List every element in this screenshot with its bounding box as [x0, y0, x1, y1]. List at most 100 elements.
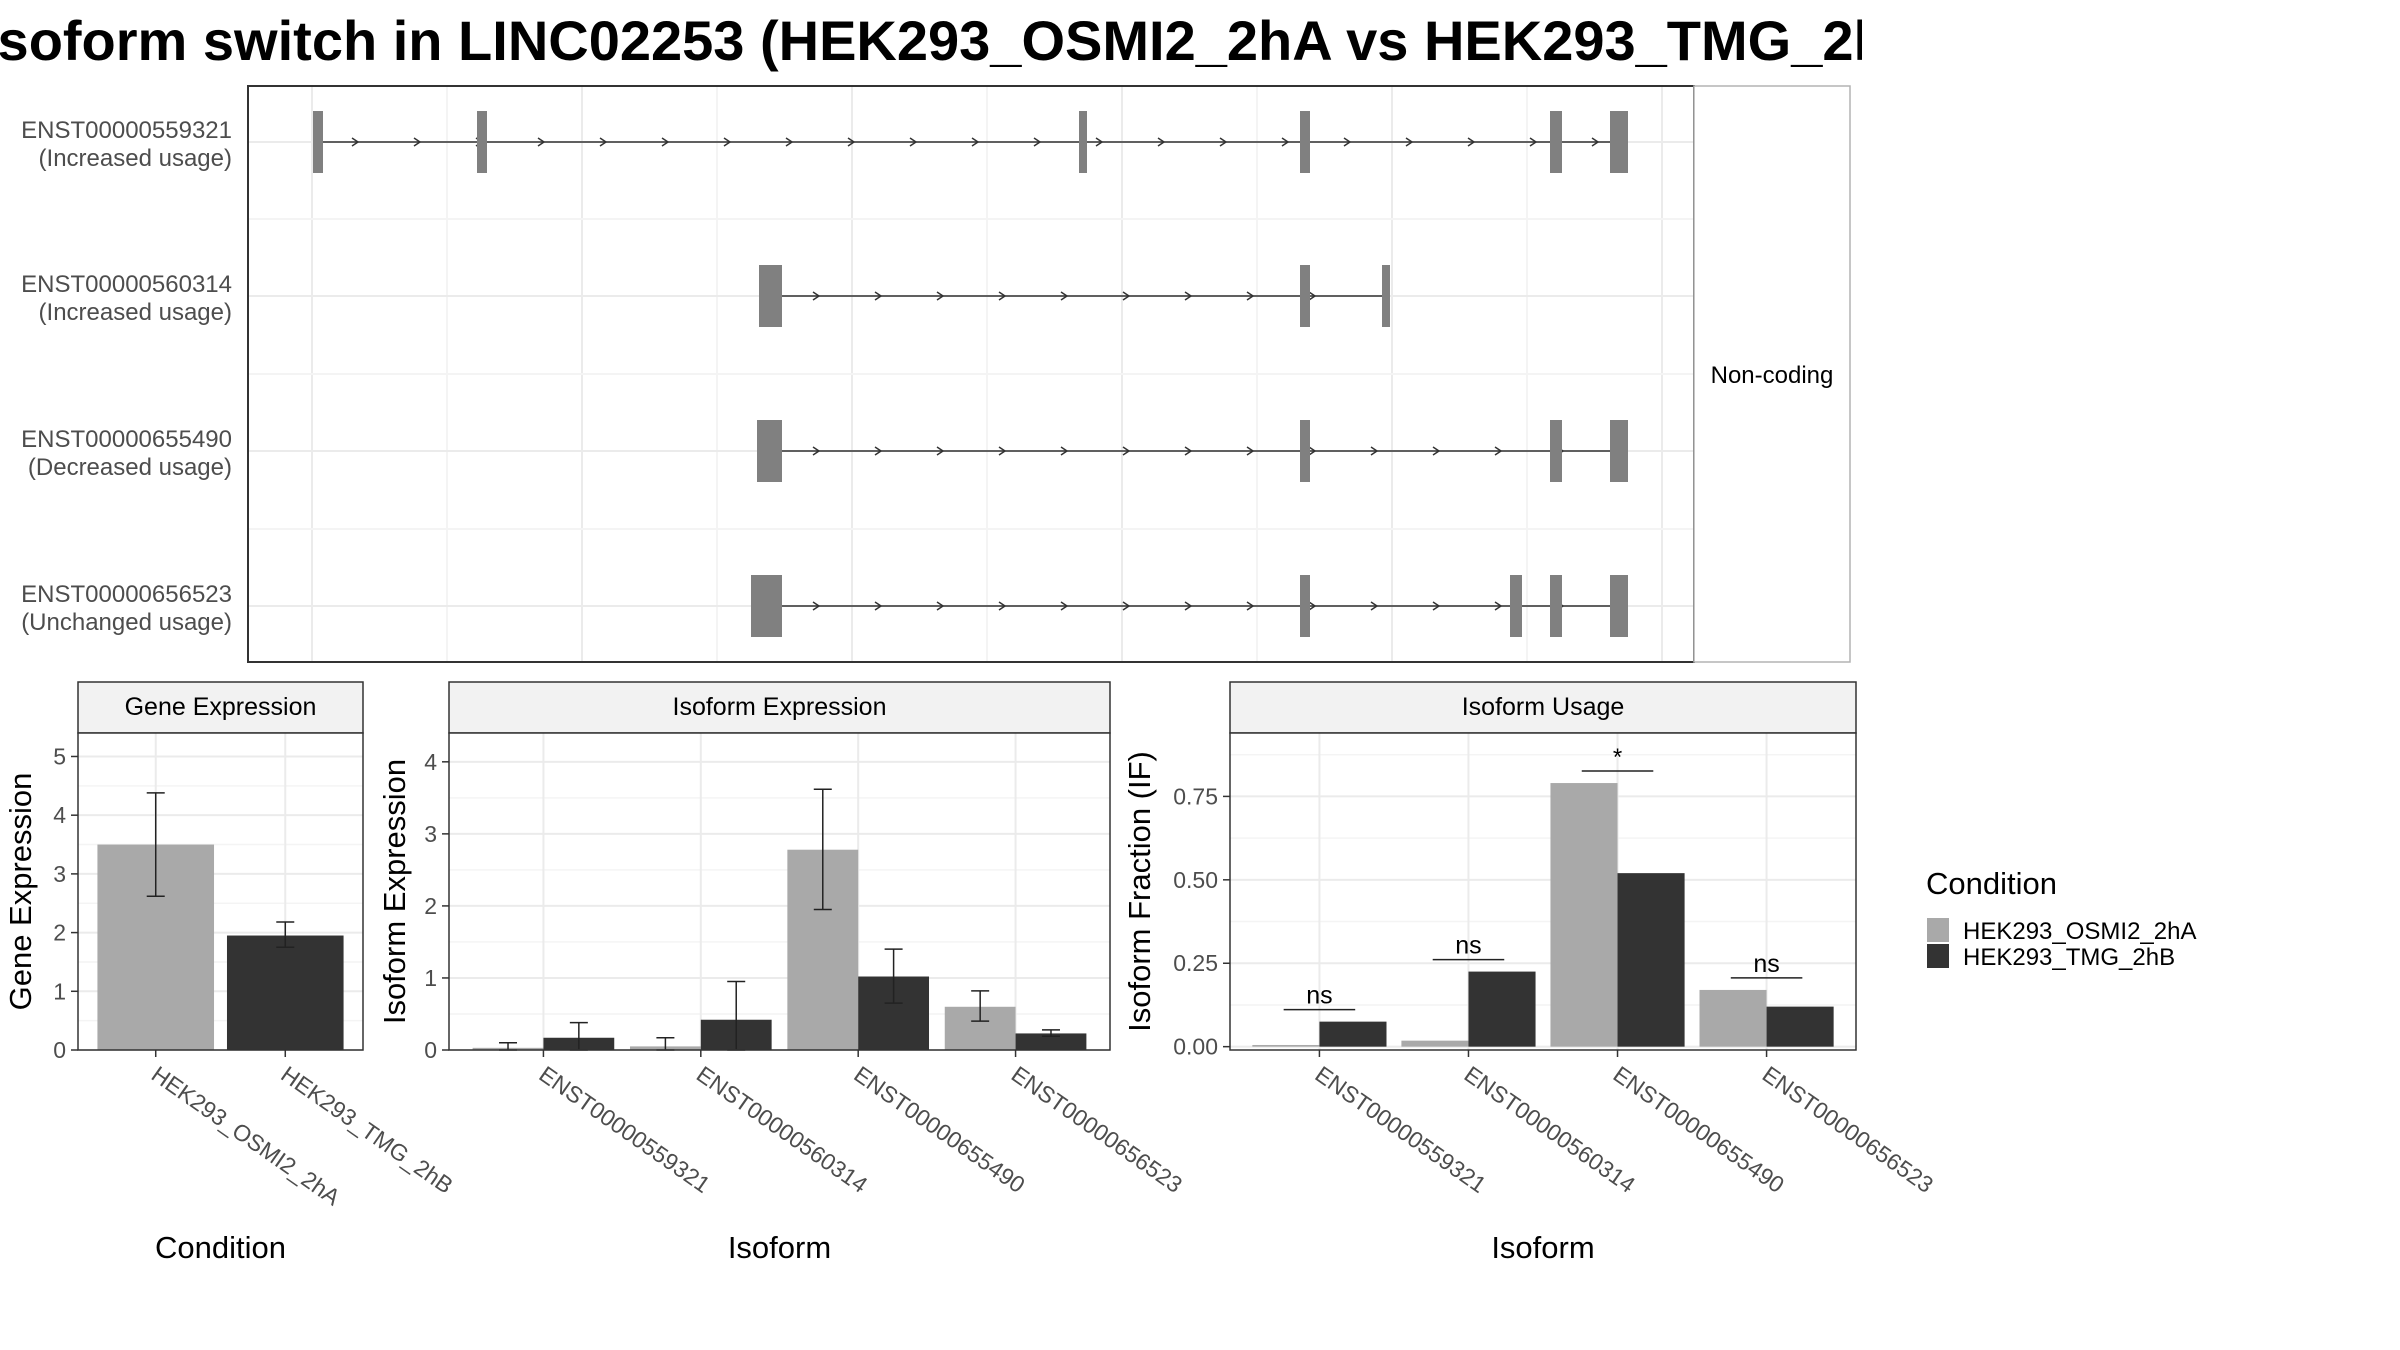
- y-tick-label: 0: [53, 1037, 66, 1063]
- panel-border: [77, 732, 364, 1051]
- intron-direction-arrow: [971, 137, 980, 147]
- intron-direction-arrow: [1122, 291, 1131, 301]
- y-tick-label: 1: [424, 965, 437, 991]
- isoform-row-label: ENST00000559321: [21, 117, 232, 144]
- intron-direction-arrow: [936, 291, 945, 301]
- y-tick-label: 0.25: [1173, 950, 1218, 976]
- exon-block: [759, 265, 782, 327]
- bar: [226, 935, 344, 1050]
- legend-label: HEK293_TMG_2hB: [1963, 944, 2175, 971]
- isoform-usage-label: (Increased usage): [39, 299, 232, 326]
- exon-block: [1610, 575, 1628, 637]
- intron-direction-arrow: [537, 137, 546, 147]
- exon-block: [1550, 111, 1562, 173]
- y-axis-title: Isoform Expression: [377, 759, 412, 1024]
- isoform-row-label: ENST00000656523: [21, 581, 232, 608]
- intron-direction-arrow: [1184, 601, 1193, 611]
- intron-direction-arrow: [1246, 446, 1255, 456]
- exon-block: [757, 420, 782, 482]
- exon-block: [1550, 575, 1562, 637]
- intron-direction-arrow: [1033, 137, 1042, 147]
- panel-border: [1229, 732, 1857, 1051]
- intron-direction-arrow: [1308, 446, 1317, 456]
- intron-direction-arrow: [874, 601, 883, 611]
- panel-strip-title: Isoform Usage: [1462, 693, 1625, 721]
- intron-direction-arrow: [785, 137, 794, 147]
- y-tick-label: 0.50: [1173, 867, 1218, 893]
- bar: [1319, 1021, 1387, 1047]
- x-tick-label: ENST00000656523: [1007, 1061, 1187, 1198]
- intron-direction-arrow: [1529, 137, 1538, 147]
- exon-block: [1300, 111, 1310, 173]
- intron-direction-arrow: [1343, 137, 1352, 147]
- bar: [1015, 1033, 1087, 1050]
- y-tick-label: 0.75: [1173, 783, 1218, 809]
- intron-direction-arrow: [1122, 601, 1131, 611]
- intron-direction-arrow: [1494, 601, 1503, 611]
- bar: [1617, 873, 1685, 1047]
- intron-direction-arrow: [1281, 137, 1290, 147]
- intron-direction-arrow: [1219, 137, 1228, 147]
- intron-direction-arrow: [1184, 446, 1193, 456]
- exon-block: [1610, 420, 1628, 482]
- bar: [1252, 1044, 1320, 1047]
- intron-direction-arrow: [661, 137, 670, 147]
- intron-direction-arrow: [723, 137, 732, 147]
- intron-direction-arrow: [1308, 601, 1317, 611]
- intron-direction-arrow: [1122, 446, 1131, 456]
- intron-direction-arrow: [874, 446, 883, 456]
- isoform-usage-label: (Increased usage): [39, 145, 232, 172]
- legend-swatch: [1927, 918, 1949, 942]
- y-tick-label: 0: [424, 1037, 437, 1063]
- intron-direction-arrow: [812, 446, 821, 456]
- legend-label: HEK293_OSMI2_2hA: [1963, 918, 2196, 945]
- isoform-usage-label: (Decreased usage): [28, 454, 232, 481]
- exon-block: [751, 575, 782, 637]
- intron-direction-arrow: [599, 137, 608, 147]
- figure-title-text: Isoform switch in LINC02253 (HEK293_OSMI…: [0, 9, 1862, 72]
- intron-direction-arrow: [998, 601, 1007, 611]
- x-axis-title: Isoform: [728, 1230, 831, 1265]
- exon-block: [1300, 265, 1310, 327]
- intron-direction-arrow: [1432, 601, 1441, 611]
- intron-direction-arrow: [812, 291, 821, 301]
- x-axis-title: Condition: [155, 1230, 286, 1265]
- intron-direction-arrow: [1060, 601, 1069, 611]
- intron-direction-arrow: [909, 137, 918, 147]
- exon-block: [1382, 265, 1390, 327]
- intron-direction-arrow: [413, 137, 422, 147]
- isoform-row-label: ENST00000560314: [21, 271, 232, 298]
- intron-direction-arrow: [1060, 291, 1069, 301]
- intron-direction-arrow: [998, 446, 1007, 456]
- y-tick-label: 2: [424, 893, 437, 919]
- y-tick-label: 2: [53, 920, 66, 946]
- intron-direction-arrow: [998, 291, 1007, 301]
- intron-direction-arrow: [847, 137, 856, 147]
- significance-label: ns: [1306, 982, 1332, 1010]
- significance-label: *: [1613, 744, 1622, 771]
- intron-direction-arrow: [1246, 601, 1255, 611]
- structure-strip-box: [1693, 85, 1851, 663]
- intron-direction-arrow: [1184, 291, 1193, 301]
- intron-direction-arrow: [1157, 137, 1166, 147]
- intron-direction-arrow: [1308, 291, 1317, 301]
- panel-strip-2: [1229, 681, 1857, 734]
- intron-direction-arrow: [936, 601, 945, 611]
- y-axis-title: Gene Expression: [3, 773, 38, 1011]
- y-tick-label: 4: [424, 749, 437, 775]
- intron-direction-arrow: [874, 291, 883, 301]
- y-tick-label: 5: [53, 743, 66, 769]
- panel-border: [448, 732, 1111, 1051]
- bar: [1401, 1040, 1469, 1047]
- x-axis-title: Isoform: [1491, 1230, 1594, 1265]
- intron-direction-arrow: [1494, 446, 1503, 456]
- y-tick-label: 1: [53, 978, 66, 1004]
- panel-strip-0: [77, 681, 364, 734]
- exon-block: [477, 111, 487, 173]
- bar: [1550, 783, 1618, 1047]
- y-tick-label: 4: [53, 802, 66, 828]
- intron-direction-arrow: [812, 601, 821, 611]
- intron-direction-arrow: [1591, 137, 1600, 147]
- intron-direction-arrow: [1405, 137, 1414, 147]
